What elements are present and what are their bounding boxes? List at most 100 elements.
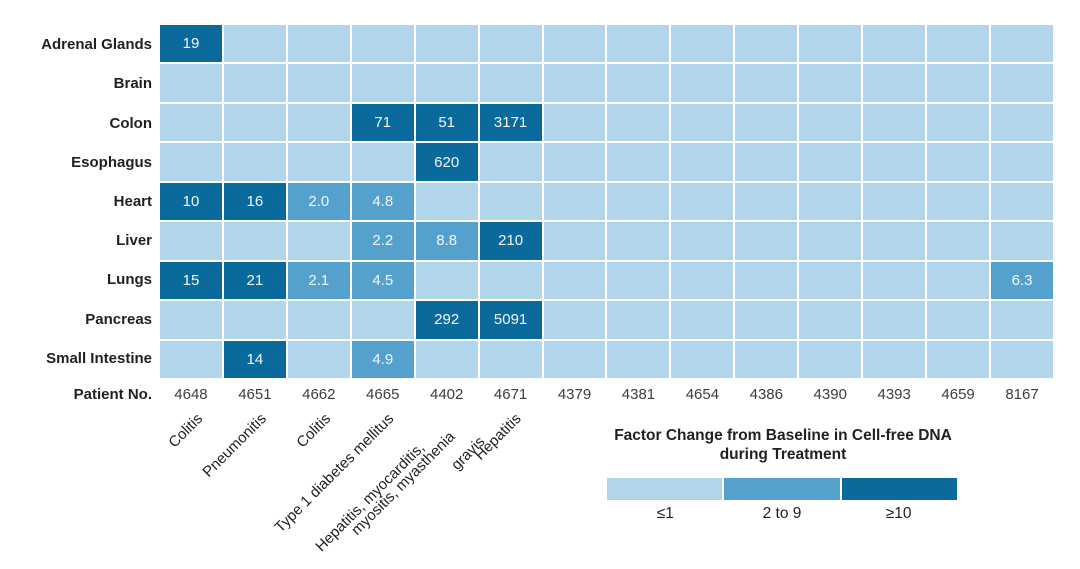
heatmap-cell <box>991 25 1053 63</box>
heatmap-cell <box>735 182 798 221</box>
heatmap-cell <box>607 301 670 339</box>
heatmap-cell <box>671 25 734 63</box>
heatmap-cell <box>991 340 1053 378</box>
patient-number: 4651 <box>238 386 272 403</box>
heatmap-cell <box>223 64 286 102</box>
row-label: Small Intestine <box>46 349 152 367</box>
heatmap-cell <box>671 64 734 102</box>
heatmap-cell <box>735 261 798 300</box>
heatmap-cell <box>799 340 862 378</box>
heatmap-cell <box>799 222 862 260</box>
heatmap-cell: 6.3 <box>991 261 1053 300</box>
heatmap-cell <box>927 222 990 260</box>
heatmap-cell <box>863 301 926 339</box>
heatmap-cell <box>160 103 222 142</box>
heatmap-cell <box>415 182 478 221</box>
heatmap-cell: 19 <box>160 25 222 63</box>
patient-number: 4665 <box>366 386 400 403</box>
heatmap-cell <box>160 64 222 102</box>
heatmap-cell <box>479 25 542 63</box>
patient-numbers: 4648 4651 4662 4665 4402 4671 4379 4381 4654 4386… <box>160 386 1053 403</box>
heatmap-cell: 15 <box>160 261 222 300</box>
heatmap-cell <box>543 182 606 221</box>
heatmap-cell <box>607 143 670 181</box>
heatmap-cell <box>543 261 606 300</box>
heatmap-cell <box>479 261 542 300</box>
heatmap-cell <box>799 64 862 102</box>
heatmap-cell <box>863 261 926 300</box>
heatmap-cell <box>927 340 990 378</box>
legend-seg-low <box>607 478 723 500</box>
heatmap-cell: 5091 <box>479 301 542 339</box>
heatmap-cell: 4.8 <box>351 182 414 221</box>
heatmap-cell <box>735 64 798 102</box>
heatmap-cell <box>479 340 542 378</box>
heatmap-cell <box>799 143 862 181</box>
heatmap-cell <box>863 64 926 102</box>
heatmap-cell <box>799 182 862 221</box>
heatmap-cell <box>671 143 734 181</box>
heatmap-cell <box>671 182 734 221</box>
patient-number: 4662 <box>302 386 336 403</box>
heatmap-cell <box>735 301 798 339</box>
heatmap-cell <box>991 222 1053 260</box>
row-labels: Adrenal Glands Brain Colon Esophagus Heart Li… <box>0 25 152 378</box>
heatmap-cell <box>735 222 798 260</box>
heatmap-cell <box>287 103 350 142</box>
heatmap-cell <box>479 143 542 181</box>
heatmap-cell <box>735 25 798 63</box>
heatmap-cell <box>799 261 862 300</box>
heatmap-cell <box>799 25 862 63</box>
diagnosis-label: Colitis <box>292 410 334 452</box>
patient-number: 4648 <box>174 386 208 403</box>
heatmap-cell: 2.0 <box>287 182 350 221</box>
heatmap-cell <box>799 103 862 142</box>
legend-label-low: ≤1 <box>656 505 674 522</box>
heatmap-cell <box>543 222 606 260</box>
heatmap-cell <box>223 103 286 142</box>
patient-number: 4386 <box>749 386 783 403</box>
heatmap-cell <box>543 143 606 181</box>
heatmap-cell <box>927 261 990 300</box>
row-label: Pancreas <box>85 310 152 328</box>
legend-title-line1: Factor Change from Baseline in Cell-free… <box>614 427 952 444</box>
diagnosis-label: Colitis <box>165 410 207 452</box>
heatmap-cell <box>799 301 862 339</box>
heatmap-cell <box>927 103 990 142</box>
heatmap-cell <box>287 143 350 181</box>
heatmap-cell: 210 <box>479 222 542 260</box>
heatmap-cell: 4.5 <box>351 261 414 300</box>
row-label: Liver <box>116 232 152 250</box>
heatmap-cell <box>991 64 1053 102</box>
heatmap-cell <box>671 222 734 260</box>
heatmap-cell <box>223 143 286 181</box>
heatmap-cell <box>671 103 734 142</box>
heatmap-cell <box>671 340 734 378</box>
heatmap-cell <box>415 64 478 102</box>
heatmap-cell <box>479 182 542 221</box>
heatmap-cell <box>735 103 798 142</box>
heatmap-cell <box>671 301 734 339</box>
heatmap-cell <box>991 143 1053 181</box>
patient-number: 4659 <box>941 386 975 403</box>
heatmap-cell <box>415 261 478 300</box>
heatmap-cell <box>223 25 286 63</box>
legend-label-high: ≥10 <box>885 505 912 522</box>
heatmap-cell <box>287 64 350 102</box>
legend-label-mid: 2 to 9 <box>762 505 802 522</box>
heatmap-cell: 10 <box>160 182 222 221</box>
heatmap-cell <box>415 25 478 63</box>
heatmap-cell <box>607 222 670 260</box>
row-label: Heart <box>113 192 152 210</box>
row-label: Lungs <box>107 271 152 289</box>
heatmap-cell <box>991 301 1053 339</box>
heatmap-cell <box>160 222 222 260</box>
heatmap-cell <box>351 25 414 63</box>
heatmap-cell: 3171 <box>479 103 542 142</box>
heatmap-cell <box>351 64 414 102</box>
heatmap-cell: 292 <box>415 301 478 339</box>
heatmap-cell: 16 <box>223 182 286 221</box>
heatmap-cell <box>543 301 606 339</box>
heatmap-cell: 21 <box>223 261 286 300</box>
